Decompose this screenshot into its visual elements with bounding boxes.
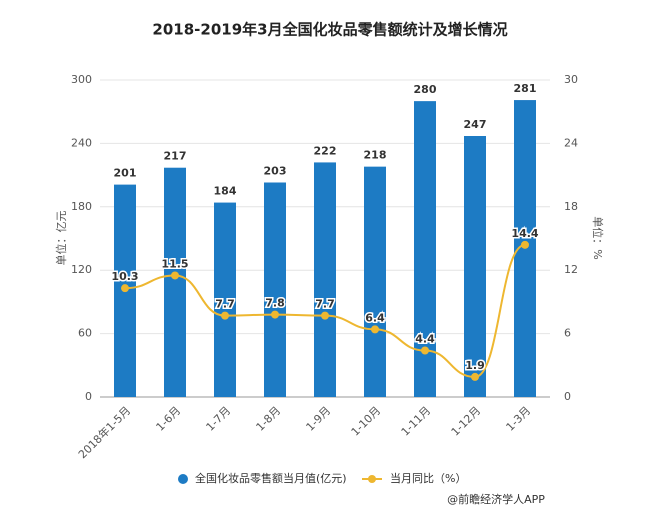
- line-point: [271, 310, 279, 319]
- line-value-label: 10.3: [111, 270, 138, 283]
- bar-value-label: 217: [164, 150, 187, 163]
- line-point: [421, 346, 429, 355]
- line-point: [171, 271, 179, 280]
- legend-swatch: [368, 475, 376, 483]
- y2-tick-label: 24: [564, 136, 578, 149]
- legend-swatch: [178, 474, 188, 484]
- x-tick-label: 1-7月: [204, 404, 234, 434]
- bar: [464, 136, 486, 397]
- line-value-label: 7.7: [215, 298, 235, 311]
- bar: [164, 167, 186, 397]
- line-point: [321, 311, 329, 320]
- bar-value-label: 281: [514, 82, 537, 95]
- line-point: [221, 311, 229, 320]
- y-tick-label: 180: [71, 200, 92, 213]
- line-value-label: 14.4: [511, 227, 538, 240]
- bar: [364, 166, 386, 397]
- y-axis-label: 单位：亿元: [54, 211, 68, 266]
- bar: [214, 202, 236, 397]
- y2-tick-label: 18: [564, 200, 578, 213]
- line-value-label: 6.4: [365, 311, 385, 324]
- line-value-label: 7.7: [315, 298, 335, 311]
- y-tick-label: 0: [85, 390, 92, 403]
- y2-tick-label: 30: [564, 73, 578, 86]
- y2-tick-label: 12: [564, 263, 578, 276]
- bar-value-label: 201: [114, 167, 137, 180]
- bar: [314, 162, 336, 397]
- bar-value-label: 280: [414, 83, 437, 96]
- bar-value-label: 184: [214, 185, 237, 198]
- y-tick-label: 60: [78, 327, 92, 340]
- bar-value-label: 247: [464, 118, 487, 131]
- y2-tick-label: 0: [564, 390, 571, 403]
- bar: [264, 182, 286, 397]
- legend-label: 当月同比（%）: [390, 471, 466, 485]
- x-tick-label: 1-8月: [254, 404, 284, 434]
- line-value-label: 7.8: [265, 297, 285, 310]
- line-point: [521, 240, 529, 249]
- line-value-label: 1.9: [465, 359, 485, 372]
- y-tick-label: 300: [71, 73, 92, 86]
- x-tick-label: 1-3月: [504, 404, 534, 434]
- bar: [414, 101, 436, 397]
- y2-tick-label: 6: [564, 327, 571, 340]
- bar-value-label: 218: [364, 149, 387, 162]
- y-tick-label: 120: [71, 263, 92, 276]
- source: @前瞻经济学人APP: [447, 492, 545, 506]
- line-point: [371, 325, 379, 334]
- bar-value-label: 222: [314, 144, 337, 157]
- x-tick-label: 1-9月: [304, 404, 334, 434]
- y2-axis-label: 单位：%: [591, 216, 605, 259]
- x-tick-label: 2018年1-5月: [75, 403, 133, 461]
- x-tick-label: 1-12月: [449, 404, 484, 439]
- line-value-label: 4.4: [415, 333, 435, 346]
- line-value-label: 11.5: [161, 257, 188, 270]
- line-point: [121, 284, 129, 293]
- x-tick-label: 1-11月: [399, 404, 434, 439]
- y-tick-label: 240: [71, 136, 92, 149]
- chart-title: 2018-2019年3月全国化妆品零售额统计及增长情况: [152, 21, 507, 39]
- x-tick-label: 1-10月: [349, 404, 384, 439]
- line-point: [471, 372, 479, 381]
- bar-value-label: 203: [264, 164, 287, 177]
- x-tick-label: 1-6月: [154, 404, 184, 434]
- legend-label: 全国化妆品零售额当月值(亿元): [195, 471, 347, 485]
